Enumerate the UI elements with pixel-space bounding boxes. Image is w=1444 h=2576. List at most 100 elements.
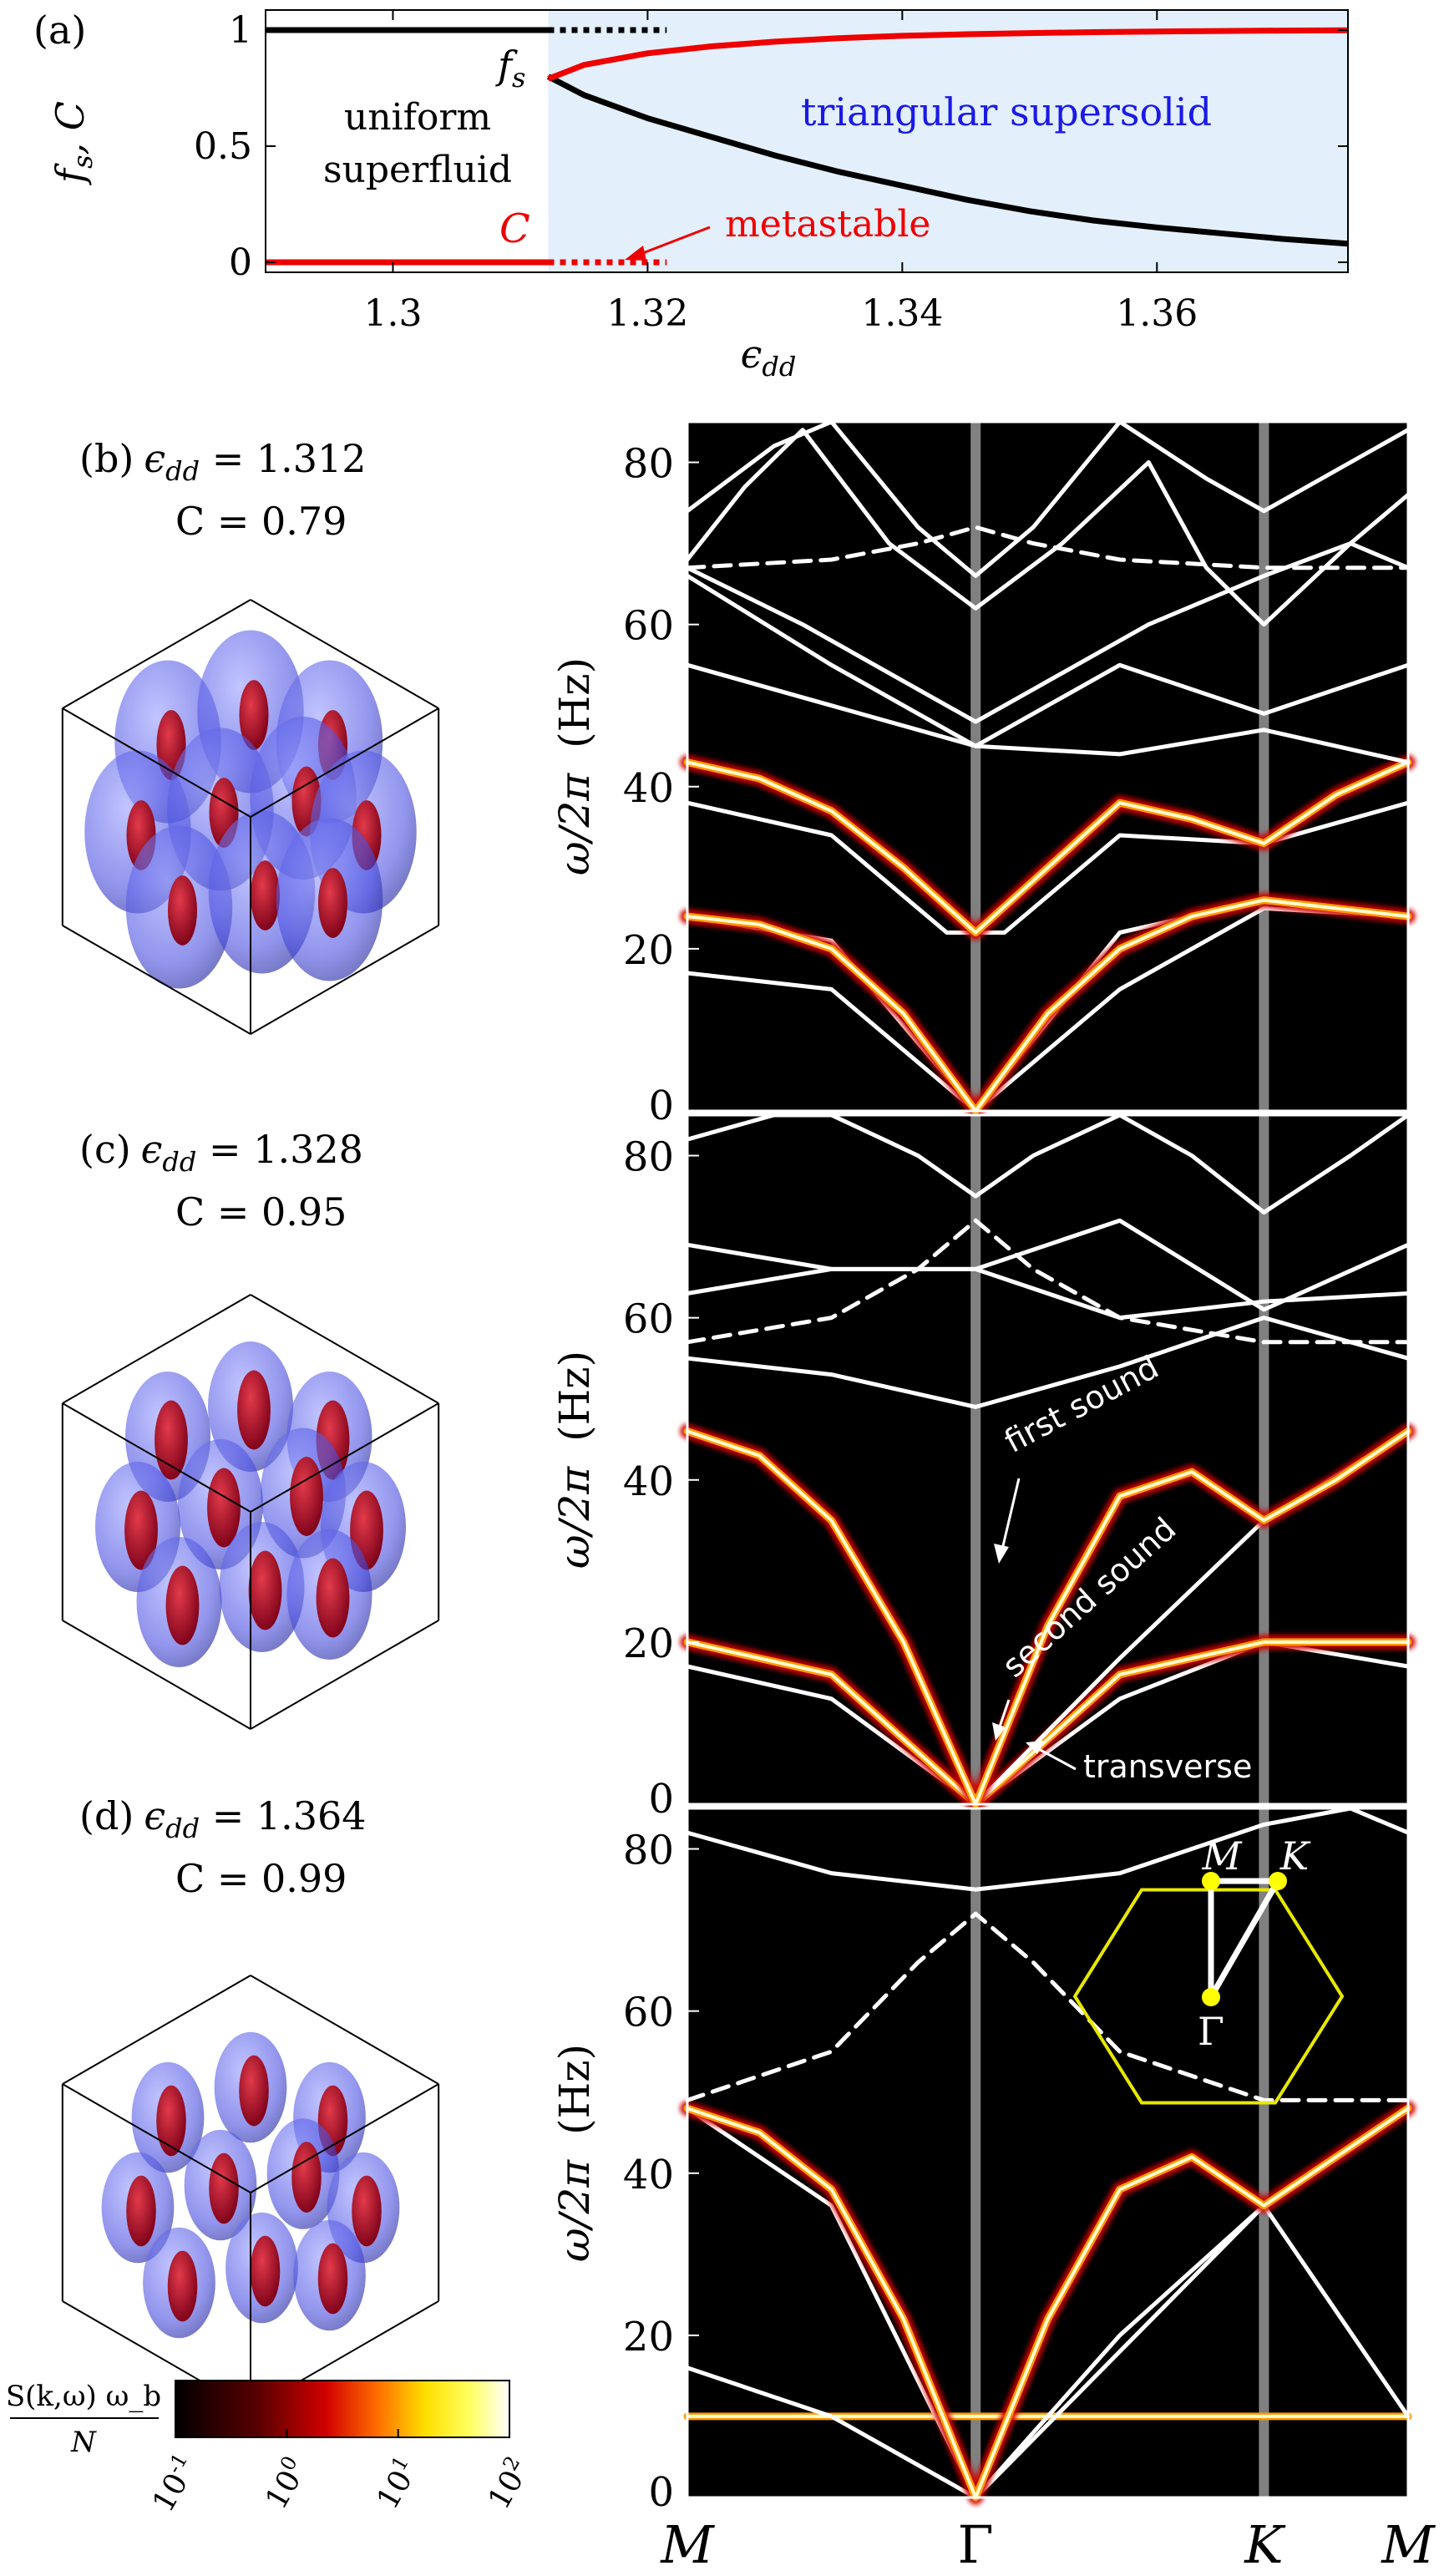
xtick-label: K: [1244, 2514, 1286, 2575]
ytick-label: 80: [623, 1134, 674, 1181]
symmetry-point: [1202, 1988, 1220, 2006]
svg-text:C = 0.79: C = 0.79: [175, 499, 347, 544]
panel-a-ylabel: fs, C: [48, 101, 99, 185]
symmetry-point: [1202, 1872, 1220, 1890]
supersolid-shade: [548, 10, 1348, 272]
xtick-label: Γ: [958, 2514, 994, 2575]
xtick-label: 1.34: [861, 292, 943, 335]
ytick-label: 40: [623, 1458, 674, 1505]
cube-edge: [250, 1402, 439, 1513]
band-free-particle-dashed-: [685, 1218, 1411, 1345]
droplet-core: [156, 2085, 186, 2157]
svg-text:N: N: [70, 2426, 97, 2459]
droplet-core: [165, 1565, 200, 1645]
transverse-arrow: [1035, 1746, 1077, 1771]
supersolid-region: [548, 10, 1348, 272]
density-cube-c: [61, 1294, 440, 1730]
droplet-core: [316, 1558, 350, 1638]
panel-b-caption: (b) ϵdd = 1.312 C = 0.79: [79, 436, 367, 544]
svg-text:(c)ϵdd = 1.328: (c) ϵdd = 1.328: [79, 1127, 363, 1178]
droplet-core: [352, 2175, 382, 2247]
band-upper-band-b: [685, 419, 1411, 578]
cube-edge: [250, 707, 439, 818]
svg-text:(b)ϵdd = 1.312: (b) ϵdd = 1.312: [79, 436, 367, 487]
band-frame: [686, 1113, 1410, 1806]
band-band-8: [685, 541, 1411, 724]
colorbar-ticks: 10-1 100 101 102: [146, 2429, 538, 2518]
droplet-core: [248, 1550, 282, 1630]
left-labels: (b) ϵdd = 1.312 C = 0.79 (c) ϵdd = 1.328 C…: [79, 436, 367, 1901]
xtick-label: 1.32: [606, 292, 688, 335]
series-f_s-supersolid: [546, 74, 1349, 247]
fs-label: fs: [495, 43, 525, 94]
ytick-label: 1: [229, 9, 252, 52]
second-sound-arrow: [997, 1699, 1011, 1730]
inset-K-label: K: [1279, 1833, 1311, 1879]
cube-edge: [62, 1294, 251, 1404]
droplet-core: [317, 2243, 348, 2315]
colorbar: S(k,ω) ω_b N 10-1 100 101 102: [6, 2380, 538, 2518]
panel-d-caption: (d) ϵdd = 1.364 C = 0.99: [79, 1793, 367, 1901]
band-band-7: [685, 573, 1411, 748]
density-cube-d: [61, 1975, 440, 2411]
inset-M-label: M: [1201, 1833, 1243, 1879]
colorbar-gradient: [175, 2380, 510, 2438]
uniform-label-line1: uniform: [344, 96, 491, 139]
band-background: [687, 422, 1408, 1111]
inset-Gamma-label: Γ: [1198, 2009, 1224, 2054]
droplet-core: [291, 2142, 322, 2213]
cube-edge: [250, 925, 439, 1035]
panel-a-xlabel: ϵdd: [741, 332, 797, 383]
density-cube-b: [61, 599, 440, 1035]
droplet-core: [317, 868, 348, 938]
cb-tick-label: 102: [479, 2452, 538, 2515]
panel-a-lines: [266, 27, 1349, 266]
cb-tick-label: 101: [367, 2452, 426, 2515]
panel-a-frame: [265, 9, 1349, 273]
xtick-label: M: [660, 2514, 715, 2575]
band-background: [687, 1808, 1408, 2497]
first-sound-arrowhead: [994, 1544, 1009, 1564]
ytick-label: 60: [623, 603, 674, 650]
transverse-label: transverse: [1083, 1748, 1252, 1785]
panel-a-ticks: 1.3 1.32 1.34 1.36 0 0.5 1: [194, 9, 1348, 335]
band-first-sound-bright-: [686, 898, 1410, 1113]
density-cubes: [61, 599, 440, 2411]
c-label: C: [499, 205, 530, 252]
cube-edge: [62, 599, 251, 709]
droplet-core: [209, 2153, 239, 2224]
band-ylabel: ω/2π(Hz): [550, 657, 599, 875]
droplet-core: [239, 2055, 269, 2127]
band-upper-band-a: [685, 428, 1411, 627]
panel-a: (a) 1.3 1.32 1.34 1.36 0 0.5 1 fs, C ϵdd fs un…: [33, 8, 1349, 383]
xtick-label: M: [1381, 2514, 1436, 2575]
svg-text:C = 0.99: C = 0.99: [175, 1856, 347, 1901]
ytick-label: 20: [623, 2314, 674, 2360]
ytick-label: 80: [623, 441, 674, 488]
panel-c-caption: (c) ϵdd = 1.328 C = 0.95: [79, 1127, 363, 1235]
band-first-sound-bright-: [686, 1429, 1410, 1806]
xtick-label: 1.3: [363, 292, 422, 335]
droplet-core: [155, 1400, 188, 1480]
band-band-5-bright-: [686, 760, 1410, 935]
series-c-supersolid: [547, 27, 1349, 82]
band-band-6: [685, 662, 1411, 765]
ytick-label: 40: [623, 765, 674, 812]
cube-edge: [62, 2083, 251, 2193]
svg-text:(d)ϵdd = 1.364: (d) ϵdd = 1.364: [79, 1793, 367, 1844]
irreducible-path: [1208, 1878, 1284, 1999]
cube-edge: [62, 1975, 251, 2085]
band-ylabel: ω/2π(Hz): [550, 1351, 599, 1569]
ytick-label: 0: [648, 1083, 674, 1129]
band-panel-c: 0 20 40 60 80 ω/2π(Hz): [550, 1113, 1416, 1823]
uniform-label-line2: superfluid: [323, 149, 512, 191]
band-bright-band: [686, 2107, 1410, 2499]
xtick-label: 1.36: [1116, 292, 1198, 335]
cube-edge: [62, 1402, 251, 1513]
transverse-arrowhead: [1026, 1741, 1044, 1754]
band-band-4: [685, 1316, 1411, 1409]
cube-edge: [250, 1620, 439, 1730]
cube-edge: [250, 1975, 439, 2085]
ytick-label: 0: [229, 241, 252, 284]
